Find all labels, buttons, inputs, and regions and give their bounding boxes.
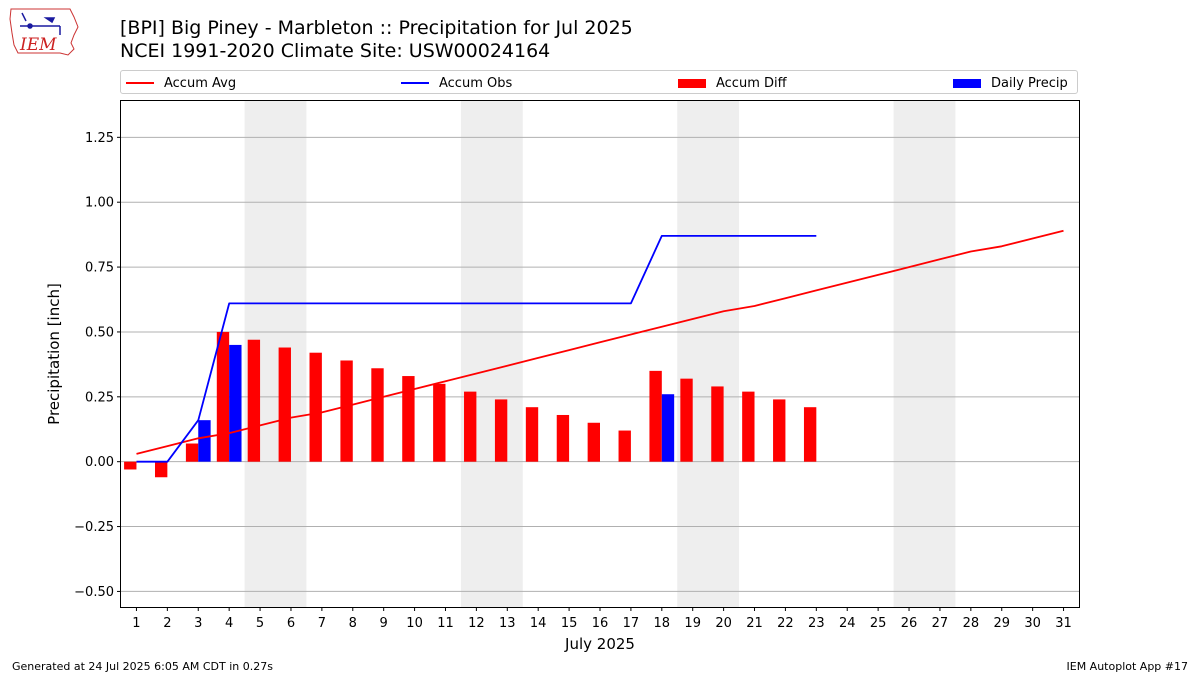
x-tick-label-27: 27 [932, 616, 949, 631]
legend-swatch-accum-obs [401, 82, 429, 84]
legend-item-accum-avg: Accum Avg [126, 74, 236, 92]
y-tick-label-0: −0.50 [74, 585, 114, 600]
y-axis-label: Precipitation [inch] [45, 283, 63, 425]
accum-diff-bar-day-1 [124, 461, 137, 470]
legend-label-daily-precip: Daily Precip [991, 75, 1068, 91]
x-tick-label-11: 11 [437, 616, 454, 631]
accum-obs-line [136, 234, 817, 463]
accum-diff-bar-day-14 [525, 407, 539, 462]
accum-diff-bar-day-15 [556, 414, 570, 462]
x-tick-label-10: 10 [406, 616, 423, 631]
x-tick-label-24: 24 [839, 616, 856, 631]
x-tick-label-1: 1 [132, 616, 140, 631]
y-tick-label-5: 0.75 [85, 261, 114, 276]
x-tick-label-2: 2 [163, 616, 171, 631]
legend-item-accum-diff: Accum Diff [678, 74, 787, 92]
x-tick-label-25: 25 [870, 616, 887, 631]
accum-diff-bar-day-4 [216, 331, 230, 462]
x-tick-label-28: 28 [963, 616, 980, 631]
accum-diff-bar-day-12 [464, 391, 477, 462]
x-tick-label-18: 18 [654, 616, 671, 631]
accum-diff-bar-day-6 [278, 347, 291, 462]
chart-title: [BPI] Big Piney - Marbleton :: Precipita… [120, 17, 633, 39]
legend-swatch-accum-avg [126, 82, 154, 84]
x-tick-label-14: 14 [530, 616, 547, 631]
x-tick-label-16: 16 [592, 616, 609, 631]
accum-diff-bar-day-22 [773, 399, 786, 462]
accum-diff-bar-day-16 [587, 422, 600, 462]
accum-diff-bar-day-17 [618, 430, 631, 462]
x-tick-label-15: 15 [561, 616, 578, 631]
accum-diff-bar-day-18 [649, 370, 662, 462]
daily-precip-bar-day-18 [661, 394, 675, 462]
accum-diff-bar-day-11 [433, 383, 446, 462]
x-tick-label-26: 26 [901, 616, 918, 631]
x-tick-label-30: 30 [1024, 616, 1041, 631]
x-tick-label-19: 19 [684, 616, 701, 631]
weekend-band-3 [677, 101, 740, 607]
iem-logo: IEM [9, 8, 79, 56]
daily-precip-bar-day-3 [198, 420, 211, 462]
x-tick-label-8: 8 [349, 616, 357, 631]
accum-diff-bar-day-7 [309, 352, 322, 462]
logo-text: IEM [19, 35, 57, 55]
x-tick-label-7: 7 [318, 616, 326, 631]
x-axis-ticks: 1 2 3 4 5 6 7 8 9 10 11 12 13 14 15 16 17 18 19 20 21 22 23 24 2… [132, 607, 1072, 631]
x-tick-label-17: 17 [623, 616, 640, 631]
chart-subtitle: NCEI 1991-2020 Climate Site: USW00024164 [120, 40, 551, 62]
legend-item-accum-obs: Accum Obs [401, 74, 512, 92]
bars [124, 331, 817, 478]
x-tick-label-20: 20 [715, 616, 732, 631]
legend-swatch-accum-diff [678, 78, 706, 88]
accum-diff-bar-day-10 [402, 376, 415, 462]
x-tick-label-13: 13 [499, 616, 516, 631]
accum-lines [136, 229, 1064, 463]
accum-avg-line [136, 229, 1064, 455]
x-tick-label-31: 31 [1055, 616, 1072, 631]
x-tick-label-21: 21 [746, 616, 763, 631]
daily-precip-bar-day-4 [229, 344, 242, 462]
accum-diff-bar-day-13 [494, 399, 508, 462]
footer-generated-text: Generated at 24 Jul 2025 6:05 AM CDT in … [12, 660, 273, 673]
accum-diff-bar-day-8 [340, 360, 353, 462]
y-tick-label-1: −0.25 [74, 520, 114, 535]
x-tick-label-3: 3 [194, 616, 202, 631]
y-tick-label-6: 1.00 [85, 196, 114, 211]
accum-diff-bar-day-3 [185, 443, 199, 462]
accum-diff-bar-day-21 [742, 391, 755, 462]
legend-label-accum-avg: Accum Avg [164, 75, 237, 91]
y-tick-label-7: 1.25 [85, 131, 114, 146]
weekend-band-4 [893, 101, 956, 607]
x-tick-label-9: 9 [380, 616, 388, 631]
x-tick-label-29: 29 [993, 616, 1010, 631]
x-tick-label-23: 23 [808, 616, 825, 631]
x-axis-label: July 2025 [564, 635, 635, 653]
y-tick-label-4: 0.50 [85, 325, 114, 340]
accum-diff-bar-day-20 [711, 386, 724, 462]
x-tick-label-5: 5 [256, 616, 264, 631]
y-tick-label-2: 0.00 [85, 455, 114, 470]
legend: Accum Avg Accum Obs Accum Diff Daily Pre… [120, 70, 1078, 94]
accum-diff-bar-day-19 [680, 378, 693, 462]
y-tick-label-3: 0.25 [85, 390, 114, 405]
legend-item-daily-precip: Daily Precip [953, 74, 1068, 92]
accum-diff-bar-day-5 [247, 339, 261, 462]
iowa-outline-icon [9, 8, 79, 56]
accum-diff-bar-day-2 [154, 461, 168, 478]
accum-diff-bar-day-9 [371, 368, 384, 462]
weekend-band-2 [460, 101, 523, 607]
x-tick-label-22: 22 [777, 616, 794, 631]
legend-swatch-daily-precip [953, 78, 981, 88]
footer-app-text: IEM Autoplot App #17 [1066, 660, 1189, 673]
legend-label-accum-obs: Accum Obs [439, 75, 513, 91]
weather-station-icon [20, 12, 61, 35]
y-axis-ticks: −0.50 −0.25 0.00 0.25 0.50 0.75 1.00 1.25 [74, 131, 121, 600]
accum-diff-bar-day-23 [803, 407, 817, 462]
x-tick-label-6: 6 [287, 616, 295, 631]
legend-label-accum-diff: Accum Diff [716, 75, 787, 91]
x-tick-label-4: 4 [225, 616, 233, 631]
x-tick-label-12: 12 [468, 616, 485, 631]
weekend-shading [244, 101, 956, 607]
